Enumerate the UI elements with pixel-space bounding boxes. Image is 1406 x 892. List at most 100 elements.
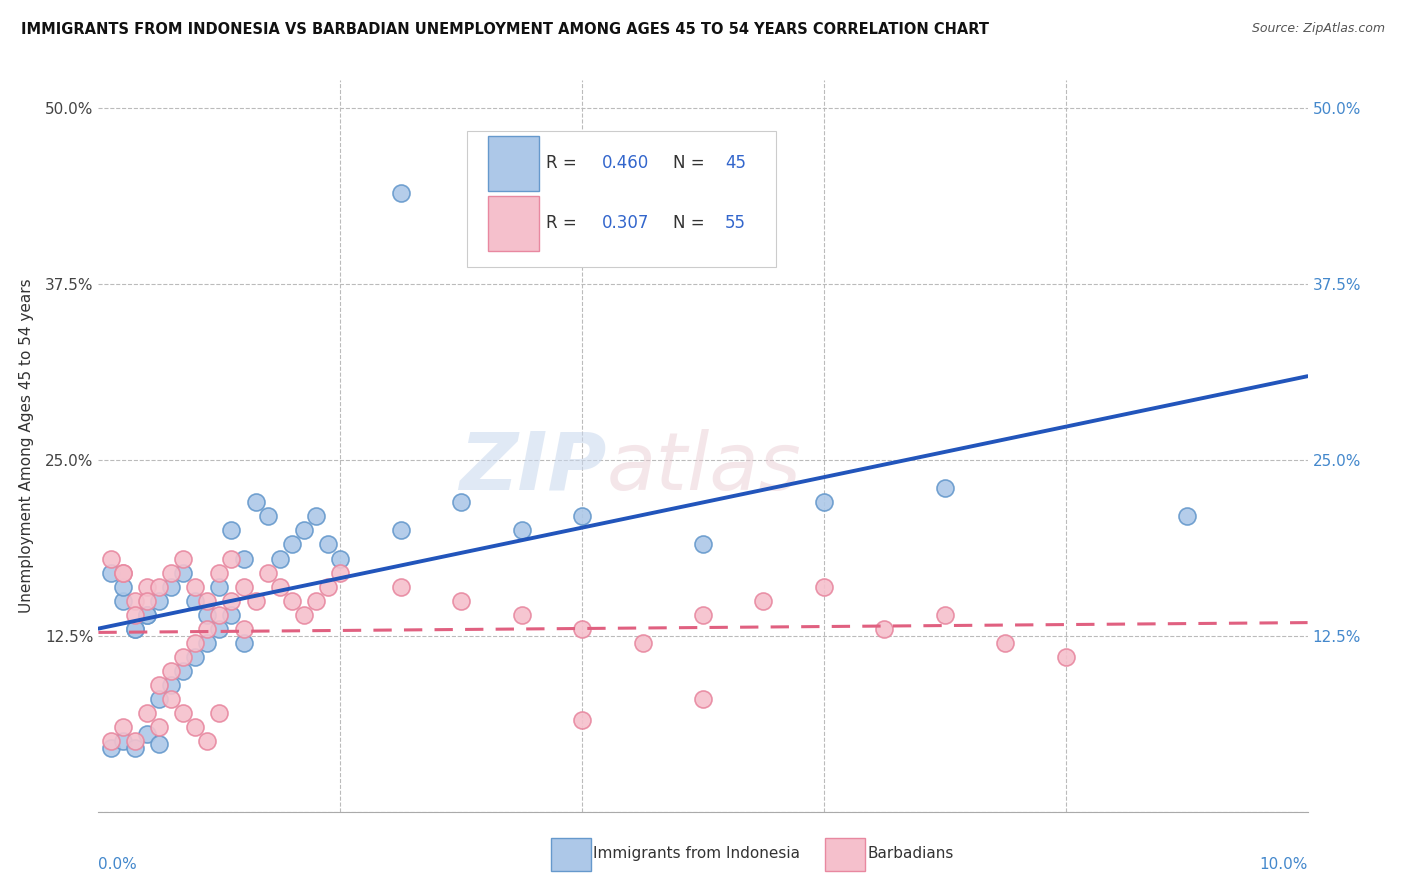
Point (208, 607, 231, 622)
Point (195, 593, 218, 607)
Point (160, 580, 183, 594)
Point (692, 607, 714, 622)
Point (135, 727, 157, 741)
Point (148, 720, 170, 734)
Point (571, 714, 593, 728)
Point (256, 509, 278, 524)
Point (111, 566, 134, 580)
Text: 10.0%: 10.0% (1260, 856, 1308, 871)
Point (873, 622, 896, 636)
Text: IMMIGRANTS FROM INDONESIA VS BARBADIAN UNEMPLOYMENT AMONG AGES 45 TO 54 YEARS CO: IMMIGRANTS FROM INDONESIA VS BARBADIAN U… (21, 22, 988, 37)
Point (135, 593, 157, 607)
Text: Source: ZipAtlas.com: Source: ZipAtlas.com (1251, 22, 1385, 36)
Point (934, 481, 956, 495)
Point (221, 607, 243, 622)
Point (135, 607, 157, 622)
Point (269, 551, 291, 566)
Point (934, 607, 956, 622)
Point (148, 692, 170, 706)
Point (184, 580, 207, 594)
Point (111, 734, 134, 748)
Point (1175, 509, 1198, 524)
Point (111, 580, 134, 594)
Point (124, 622, 146, 636)
Point (305, 509, 328, 524)
Text: R =: R = (546, 154, 582, 172)
Point (450, 495, 472, 509)
Point (124, 734, 146, 748)
Point (281, 537, 304, 551)
Point (184, 593, 207, 607)
Point (195, 636, 218, 650)
Point (389, 580, 412, 594)
Point (389, 524, 412, 538)
Point (184, 650, 207, 665)
Point (172, 664, 194, 678)
Point (571, 509, 593, 524)
Point (148, 580, 170, 594)
FancyBboxPatch shape (488, 136, 538, 191)
Point (135, 580, 157, 594)
Point (221, 593, 243, 607)
Point (124, 622, 146, 636)
Point (135, 607, 157, 622)
Point (221, 524, 243, 538)
Point (245, 593, 267, 607)
Point (172, 551, 194, 566)
Y-axis label: Unemployment Among Ages 45 to 54 years: Unemployment Among Ages 45 to 54 years (18, 278, 34, 614)
Point (100, 566, 122, 580)
Text: 55: 55 (724, 214, 745, 233)
Point (510, 607, 533, 622)
Point (329, 551, 352, 566)
Point (148, 737, 170, 751)
Point (316, 580, 339, 594)
Point (305, 593, 328, 607)
Point (160, 678, 183, 692)
Point (184, 720, 207, 734)
Point (100, 741, 122, 756)
Point (316, 537, 339, 551)
Point (692, 537, 714, 551)
Point (510, 524, 533, 538)
Point (692, 692, 714, 706)
Point (172, 706, 194, 721)
Point (124, 607, 146, 622)
Point (172, 566, 194, 580)
Text: 0.460: 0.460 (602, 154, 648, 172)
Text: 45: 45 (724, 154, 745, 172)
Point (1054, 650, 1077, 665)
Point (232, 551, 254, 566)
Point (208, 580, 231, 594)
Point (752, 593, 775, 607)
Point (329, 566, 352, 580)
Point (208, 706, 231, 721)
Point (148, 593, 170, 607)
Point (195, 734, 218, 748)
Point (232, 636, 254, 650)
Point (631, 636, 654, 650)
Text: Immigrants from Indonesia: Immigrants from Indonesia (593, 847, 800, 861)
Point (994, 636, 1017, 650)
Point (184, 636, 207, 650)
Point (269, 580, 291, 594)
Point (195, 622, 218, 636)
Point (111, 720, 134, 734)
Point (111, 593, 134, 607)
Point (160, 566, 183, 580)
Point (160, 664, 183, 678)
FancyBboxPatch shape (488, 196, 538, 252)
Point (124, 593, 146, 607)
Point (208, 622, 231, 636)
Point (124, 741, 146, 756)
Point (100, 734, 122, 748)
Point (389, 186, 412, 200)
Point (571, 622, 593, 636)
Text: R =: R = (546, 214, 582, 233)
Text: 0.307: 0.307 (602, 214, 648, 233)
Point (221, 551, 243, 566)
Text: atlas: atlas (606, 429, 801, 507)
Point (292, 607, 315, 622)
Point (813, 495, 835, 509)
Text: ZIP: ZIP (458, 429, 606, 507)
Point (100, 551, 122, 566)
